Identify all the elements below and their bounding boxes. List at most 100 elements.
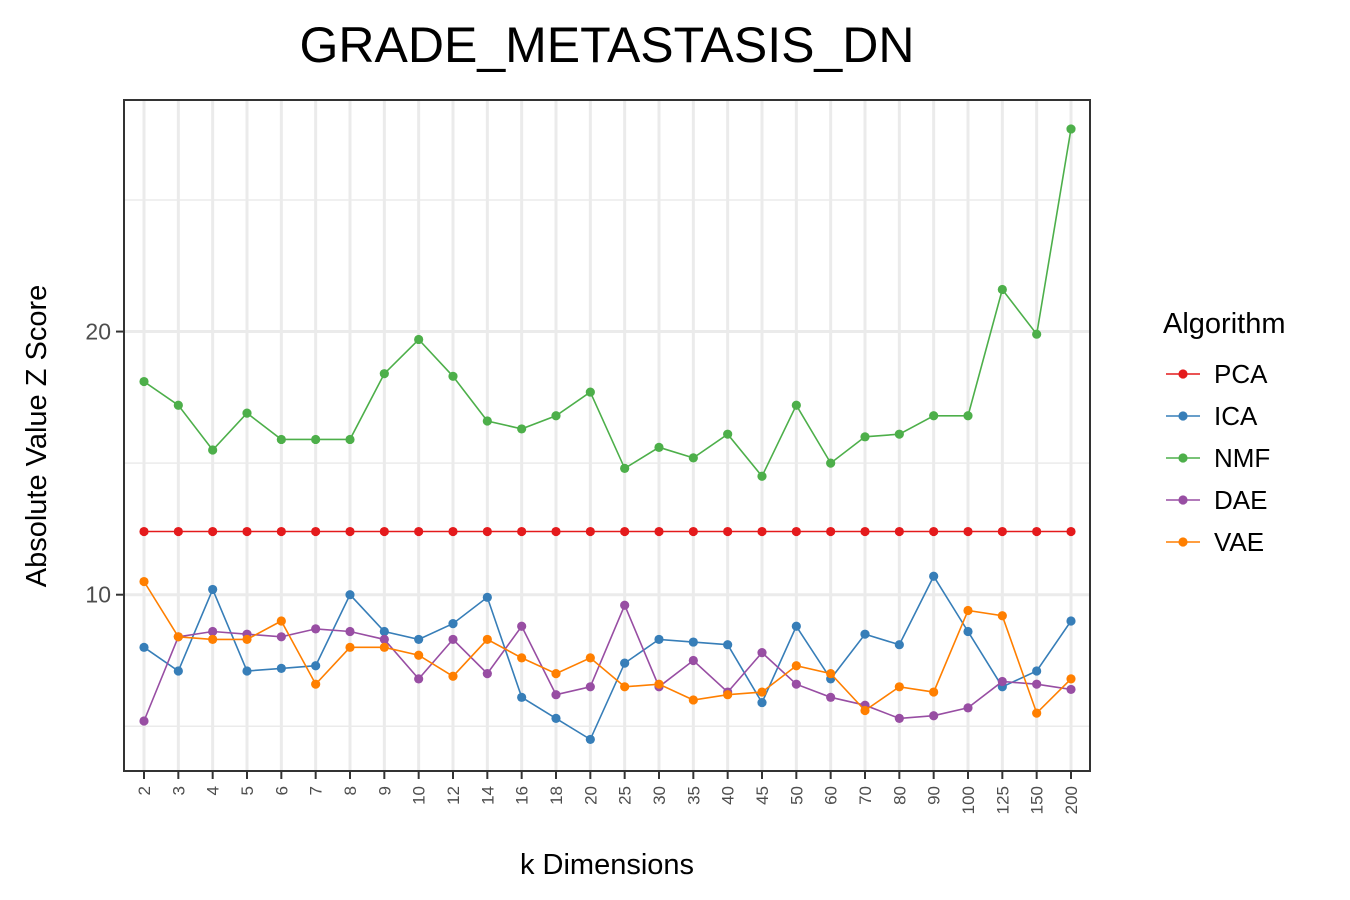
data-point [688, 637, 698, 647]
data-point [723, 526, 733, 537]
x-tick-label: 10 [410, 786, 429, 805]
data-point [173, 666, 183, 676]
data-point [997, 284, 1007, 295]
data-point [208, 526, 218, 537]
data-point [929, 526, 939, 537]
data-point [551, 669, 561, 679]
x-tick-label: 50 [787, 786, 806, 805]
series-line [143, 581, 1072, 715]
data-point [654, 634, 664, 645]
series-line [143, 574, 1072, 741]
data-point [826, 458, 836, 468]
data-point [345, 526, 355, 537]
x-tick-label: 9 [375, 786, 394, 795]
data-point [723, 690, 733, 700]
data-point [620, 463, 630, 473]
data-point [963, 626, 973, 637]
data-point [963, 605, 973, 616]
data-point [1032, 708, 1042, 718]
x-tick-label: 40 [719, 786, 738, 805]
data-point [757, 647, 767, 658]
data-point [482, 416, 492, 426]
legend-label: VAE [1214, 527, 1264, 557]
x-tick-label: 5 [238, 786, 257, 795]
data-point [379, 369, 389, 379]
data-point [345, 434, 355, 445]
legend-key-point [1178, 453, 1188, 463]
data-point [139, 642, 149, 652]
data-point [860, 526, 870, 537]
data-point [448, 371, 458, 381]
data-point [482, 526, 492, 537]
legend-label: PCA [1214, 359, 1268, 389]
data-point [963, 526, 973, 537]
data-point [139, 526, 149, 537]
x-tick-label: 150 [1028, 786, 1047, 814]
data-point [311, 434, 321, 445]
series-layer [139, 124, 1076, 745]
data-point [1032, 679, 1042, 689]
data-point [791, 679, 801, 689]
legend-label: NMF [1214, 443, 1270, 473]
series-pca [139, 526, 1076, 537]
x-tick-label: 30 [650, 786, 669, 805]
data-point [654, 526, 664, 537]
data-point [208, 626, 218, 637]
data-point [997, 676, 1007, 687]
data-point [242, 634, 252, 645]
series-line [143, 603, 1072, 722]
x-tick-label: 12 [444, 786, 463, 805]
plot-panel [124, 100, 1090, 771]
data-point [723, 429, 733, 439]
data-point [517, 424, 527, 434]
data-point [791, 400, 801, 410]
series-ica [139, 571, 1076, 745]
plot-border [123, 99, 1091, 772]
data-point [791, 526, 801, 537]
data-point [620, 526, 630, 537]
y-tick-label: 20 [85, 319, 111, 345]
x-tick-label: 3 [169, 786, 188, 795]
x-tick-label: 18 [547, 786, 566, 805]
series-line [143, 128, 1072, 478]
x-tick-label: 6 [272, 786, 291, 795]
data-point [276, 434, 286, 445]
data-point [414, 650, 424, 660]
data-point [894, 682, 904, 692]
data-point [242, 666, 252, 676]
data-point [482, 634, 492, 645]
data-point [894, 713, 904, 723]
data-point [1032, 666, 1042, 676]
data-point [620, 658, 630, 668]
data-point [585, 526, 595, 537]
data-point [311, 526, 321, 537]
data-point [1066, 616, 1076, 626]
legend-key-point [1178, 411, 1188, 421]
data-point [311, 661, 321, 671]
data-point [585, 387, 595, 397]
data-point [551, 690, 561, 700]
data-point [345, 590, 355, 600]
data-point [448, 619, 458, 629]
legend-items: PCA ICA NMF DAE VAE [1166, 359, 1270, 557]
x-tick-label: 90 [925, 786, 944, 805]
x-tick-label: 14 [478, 786, 497, 805]
data-point [929, 711, 939, 721]
data-point [791, 621, 801, 631]
plot-background [124, 100, 1090, 771]
data-point [482, 669, 492, 679]
x-tick-label: 45 [753, 786, 772, 805]
data-point [551, 713, 561, 723]
data-point [276, 616, 286, 626]
data-point [311, 624, 321, 634]
data-point [654, 442, 664, 452]
data-point [173, 632, 183, 642]
data-point [929, 411, 939, 421]
data-point [757, 697, 767, 708]
legend-label: DAE [1214, 485, 1267, 515]
chart-title: GRADE_METASTASIS_DN [300, 17, 915, 73]
data-point [791, 661, 801, 671]
data-point [654, 679, 664, 689]
